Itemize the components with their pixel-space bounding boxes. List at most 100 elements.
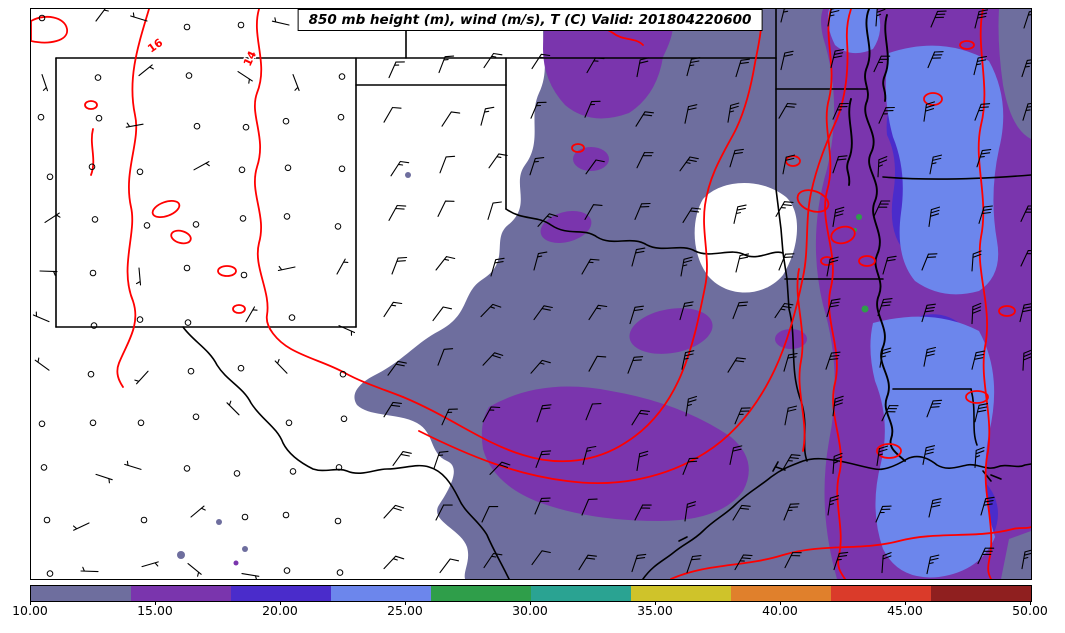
calm-wind-circle <box>91 216 99 223</box>
wind-barb <box>480 106 495 126</box>
wind-barb <box>881 552 892 574</box>
wind-barb <box>636 151 654 169</box>
wind-barb <box>826 256 839 277</box>
wind-barb <box>490 257 505 277</box>
wind-barb <box>686 57 701 77</box>
wind-barb <box>41 74 49 92</box>
wind-barb <box>388 204 407 221</box>
wind-barb <box>780 50 794 71</box>
wind-barb <box>582 445 597 465</box>
wind-barb <box>439 558 460 574</box>
wind-barb <box>433 450 449 469</box>
calm-wind-circle <box>334 223 342 230</box>
calm-wind-circle <box>238 166 246 174</box>
wind-barb <box>80 566 99 573</box>
wind-barb <box>390 160 410 177</box>
wind-barb <box>44 212 61 223</box>
wind-barb <box>237 71 253 84</box>
wind-barb <box>681 350 695 370</box>
wind-barb <box>636 57 650 78</box>
wind-barb <box>530 101 547 119</box>
wind-barb <box>876 445 889 466</box>
wind-barb <box>245 306 258 323</box>
wind-barb <box>1022 102 1031 121</box>
wind-barb <box>973 55 988 76</box>
wind-barb <box>441 111 461 127</box>
calm-wind-circle <box>90 322 98 329</box>
wind-barb <box>775 201 794 217</box>
calm-wind-circle <box>192 221 200 228</box>
colorbar-segment <box>431 586 531 601</box>
wind-barb <box>338 325 356 336</box>
wind-barb <box>441 408 458 426</box>
wind-barb <box>971 302 982 325</box>
colorbar-tick-label: 30.00 <box>512 603 548 618</box>
calm-wind-circle <box>241 513 249 521</box>
wind-barb <box>877 156 888 178</box>
calm-wind-circle <box>285 419 293 427</box>
wind-barb <box>383 504 405 519</box>
wind-barb <box>241 573 260 579</box>
calm-wind-circle <box>38 14 46 22</box>
wind-barb <box>481 506 499 523</box>
colorbar-tick-labels: 10.00 15.00 20.00 25.00 30.00 35.00 40.00 45.00… <box>0 603 1065 623</box>
wind-barb <box>825 351 841 370</box>
calm-wind-circle <box>192 413 200 421</box>
wind-barb <box>187 563 202 577</box>
wind-barb <box>482 406 501 423</box>
wind-barb <box>292 74 300 92</box>
calm-wind-circle <box>46 173 54 181</box>
wind-barb <box>679 301 694 321</box>
calm-wind-circle <box>334 517 342 525</box>
calm-wind-circle <box>282 511 290 519</box>
colorbar-tick-mark <box>155 601 156 605</box>
wind-barb <box>585 159 605 175</box>
calm-wind-circle <box>283 567 291 574</box>
contour-label-16: 16 <box>145 36 165 56</box>
wind-barb <box>578 554 597 571</box>
wind-barb <box>784 405 798 426</box>
wind-barb <box>832 395 844 417</box>
wind-barb <box>735 253 750 273</box>
wind-barb <box>873 200 891 217</box>
calm-wind-circle <box>185 72 193 79</box>
wind-barb <box>383 106 402 123</box>
wind-barb <box>971 350 986 370</box>
wind-barb <box>274 358 288 374</box>
colorbar-segment <box>731 586 831 601</box>
wind-barb <box>680 256 693 277</box>
wind-barb <box>927 51 944 69</box>
wind-barb <box>830 48 845 69</box>
wind-barb <box>581 498 598 516</box>
map-svg: 16 14 <box>31 9 1031 579</box>
wind-barb <box>135 267 142 286</box>
colorbar-segment <box>131 586 231 601</box>
wind-barb <box>977 547 995 565</box>
colorbar-tick-label: 10.00 <box>12 603 48 618</box>
wind-barb <box>39 270 58 276</box>
calm-wind-circle <box>43 516 51 524</box>
wind-barb <box>774 302 794 319</box>
calm-wind-circle <box>288 314 296 321</box>
wind-barb <box>875 505 892 523</box>
colorbar-tick-label: 15.00 <box>137 603 173 618</box>
wind-barb <box>588 355 607 372</box>
wind-barb <box>882 255 897 275</box>
calm-wind-circle <box>237 21 245 29</box>
wind-barb <box>537 213 559 227</box>
wind-barb <box>783 503 800 521</box>
wind-barb <box>581 258 600 275</box>
calm-wind-circle <box>95 114 103 122</box>
wind-barb <box>780 9 789 23</box>
wind-barb <box>974 9 989 29</box>
calm-wind-circle <box>340 415 348 423</box>
wind-barb <box>980 496 995 516</box>
colorbar-segment <box>31 586 131 601</box>
colorbar-tick-mark <box>405 601 406 605</box>
wind-barb <box>138 64 154 77</box>
wind-barb <box>533 305 553 321</box>
colorbar-segment <box>831 586 931 601</box>
wind-barb <box>978 205 993 224</box>
calm-wind-circle <box>187 367 195 375</box>
colorbar-tick-label: 20.00 <box>262 603 298 618</box>
